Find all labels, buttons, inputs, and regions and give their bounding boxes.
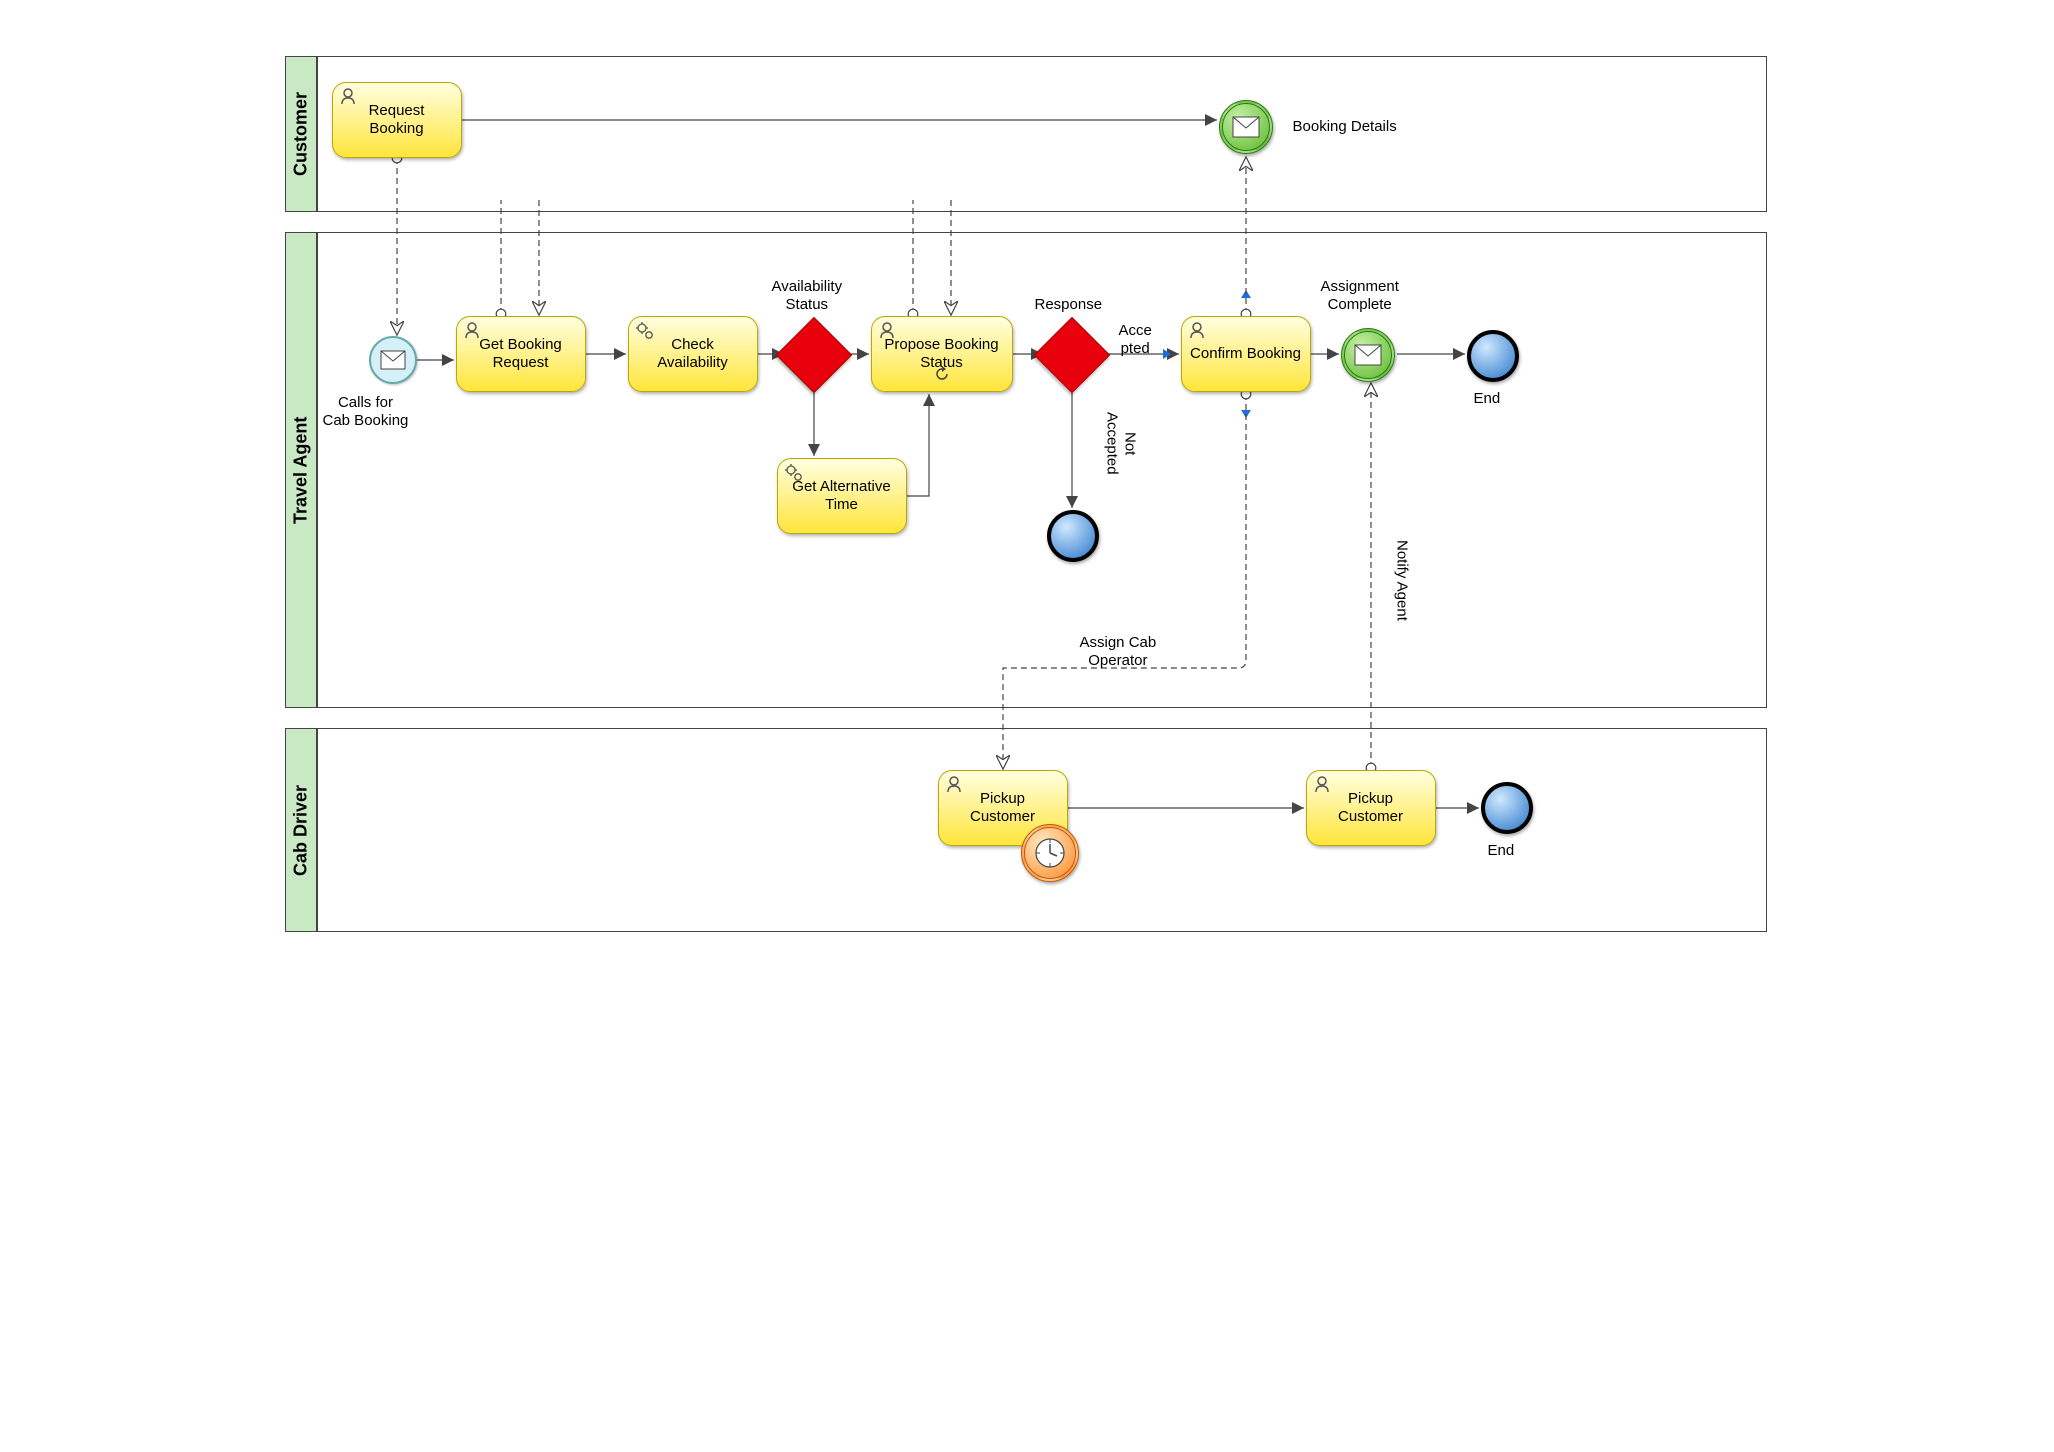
user-icon bbox=[339, 87, 357, 110]
label-end-driver: End bbox=[1488, 842, 1515, 860]
label-availability-status: Availability Status bbox=[772, 278, 843, 314]
user-icon bbox=[945, 775, 963, 798]
bpmn-diagram: Customer Travel Agent Cab Driver bbox=[257, 0, 1798, 1089]
event-timer bbox=[1021, 824, 1079, 882]
connectors-layer bbox=[257, 0, 1798, 1089]
event-end-agent bbox=[1467, 330, 1519, 382]
task-get-booking-request: Get Booking Request bbox=[456, 316, 586, 392]
label-booking-details: Booking Details bbox=[1293, 118, 1397, 136]
envelope-icon bbox=[380, 350, 406, 370]
label-end-agent: End bbox=[1474, 390, 1501, 408]
label-assign-cab-operator: Assign Cab Operator bbox=[1080, 634, 1157, 670]
task-label: Pickup Customer bbox=[947, 790, 1059, 826]
label-accepted: Acce pted bbox=[1119, 322, 1152, 358]
task-check-availability: Check Availability bbox=[628, 316, 758, 392]
envelope-icon bbox=[1354, 344, 1382, 366]
task-confirm-booking: Confirm Booking bbox=[1181, 316, 1311, 392]
user-icon bbox=[878, 321, 896, 344]
user-icon bbox=[1313, 775, 1331, 798]
task-propose-booking-status: Propose Booking Status bbox=[871, 316, 1013, 392]
task-label: Confirm Booking bbox=[1190, 345, 1301, 363]
event-end-driver bbox=[1481, 782, 1533, 834]
clock-icon bbox=[1033, 836, 1067, 870]
event-assignment-complete bbox=[1341, 328, 1395, 382]
task-request-booking: Request Booking bbox=[332, 82, 462, 158]
task-pickup-customer-2: Pickup Customer bbox=[1306, 770, 1436, 846]
label-assignment-complete: Assignment Complete bbox=[1321, 278, 1399, 314]
label-not-accepted: Not Accepted bbox=[1103, 412, 1139, 475]
gear-icon bbox=[784, 463, 804, 488]
task-get-alternative-time: Get Alternative Time bbox=[777, 458, 907, 534]
label-calls-for-cab: Calls for Cab Booking bbox=[323, 394, 409, 430]
envelope-icon bbox=[1232, 116, 1260, 138]
event-end-not-accepted bbox=[1047, 510, 1099, 562]
gear-icon bbox=[635, 321, 655, 346]
label-response: Response bbox=[1035, 296, 1103, 314]
event-calls-for-cab bbox=[369, 336, 417, 384]
event-booking-details bbox=[1219, 100, 1273, 154]
task-label: Pickup Customer bbox=[1315, 790, 1427, 826]
label-notify-agent: Notify Agent bbox=[1393, 540, 1411, 621]
task-label: Request Booking bbox=[341, 102, 453, 138]
loop-icon bbox=[934, 366, 950, 387]
user-icon bbox=[463, 321, 481, 344]
user-icon bbox=[1188, 321, 1206, 344]
task-label: Get Booking Request bbox=[465, 336, 577, 372]
